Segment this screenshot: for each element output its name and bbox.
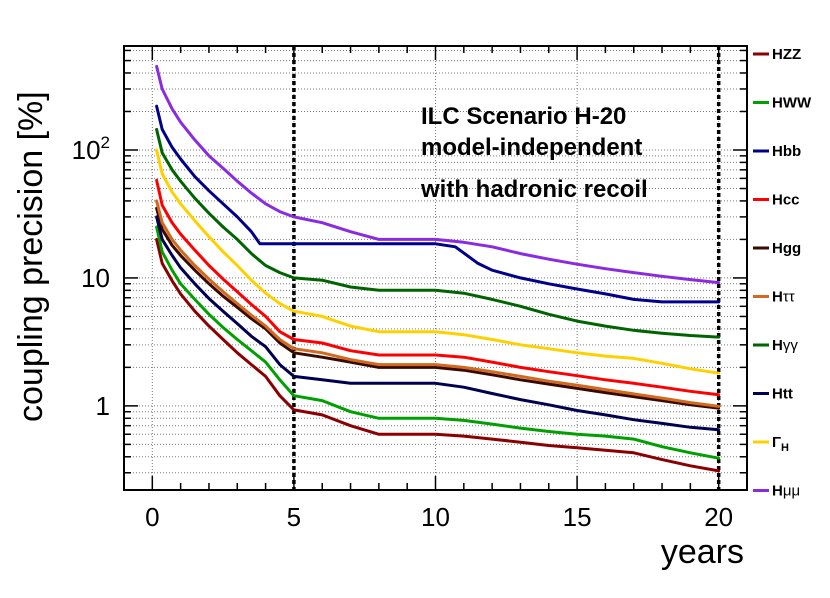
series-line-gammah — [155, 148, 721, 375]
x-axis-title: years — [661, 533, 744, 571]
series-line-hww — [155, 225, 721, 460]
y-tick-label: 10 — [81, 263, 110, 293]
series-line-hzz — [155, 237, 721, 473]
x-tick-label: 15 — [563, 502, 592, 532]
legend-label-htautau: Hττ — [772, 289, 795, 306]
legend-label-hzz: HZZ — [772, 46, 801, 63]
series-line-htautau — [155, 199, 721, 408]
x-tick-label: 10 — [421, 502, 450, 532]
series-line-hgg — [155, 206, 721, 410]
x-tick-label: 5 — [287, 502, 301, 532]
y-axis-title: coupling precision [%] — [12, 91, 50, 422]
series-line-hcc — [155, 178, 721, 397]
series-line-hbb — [155, 104, 721, 304]
legend-label-gammah: ΓH — [772, 434, 789, 454]
y-tick-label: 1 — [96, 391, 110, 421]
series-line-hgammagamma — [155, 127, 721, 339]
reference-lines — [292, 46, 721, 490]
legend-label-hww: HWW — [772, 95, 812, 112]
annotation-line-2: model-independent — [421, 134, 642, 161]
x-tick-label: 20 — [704, 502, 733, 532]
grid — [124, 46, 747, 490]
series-line-hmumu — [155, 64, 721, 285]
legend-label-hmumu: Hμμ — [772, 483, 800, 500]
legend-label-hcc: Hcc — [772, 192, 800, 209]
series-line-htt — [155, 215, 721, 432]
y-tick-label: 102 — [72, 133, 110, 165]
annotation-line-3: with hadronic recoil — [420, 176, 648, 203]
axis-ticks: 0 5 10 15 20 1 10 102 — [72, 46, 747, 532]
x-tick-label: 0 — [145, 502, 159, 532]
legend-label-htt: Htt — [772, 386, 793, 403]
annotation-line-1: ILC Scenario H-20 — [421, 103, 626, 130]
legend-label-hbb: Hbb — [772, 143, 801, 160]
legend-label-hgg: Hgg — [772, 240, 801, 257]
legend-label-hgammagamma: Hγγ — [772, 337, 798, 354]
series-lines — [155, 64, 721, 473]
legend: HZZ HWW Hbb Hcc Hgg Hττ Hγγ Htt ΓH Hμμ — [753, 46, 812, 500]
